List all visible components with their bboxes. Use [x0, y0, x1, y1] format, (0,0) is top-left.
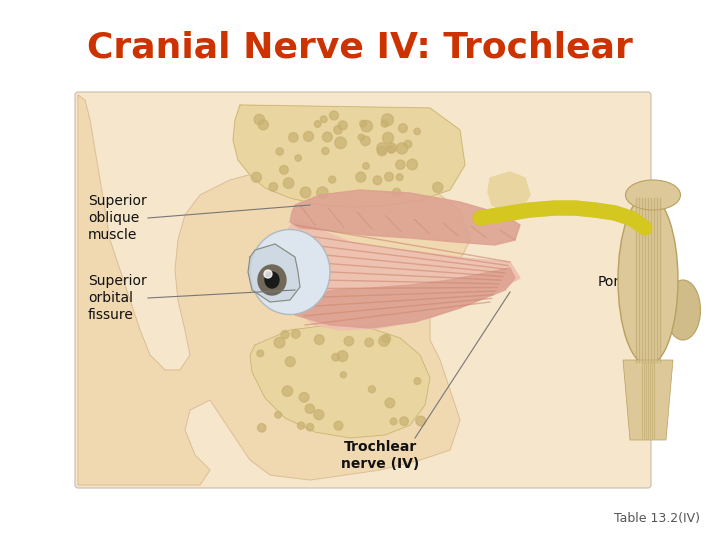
Circle shape	[396, 174, 403, 180]
Circle shape	[275, 411, 282, 418]
Circle shape	[329, 176, 336, 183]
Circle shape	[341, 372, 346, 378]
Circle shape	[407, 159, 418, 170]
Circle shape	[332, 353, 340, 361]
Circle shape	[377, 146, 387, 156]
Circle shape	[373, 176, 382, 185]
Circle shape	[274, 338, 285, 348]
Polygon shape	[233, 105, 465, 207]
Circle shape	[385, 398, 395, 408]
Circle shape	[365, 338, 374, 347]
Circle shape	[264, 270, 272, 278]
Polygon shape	[488, 172, 530, 212]
Circle shape	[276, 148, 284, 155]
Circle shape	[322, 147, 329, 154]
Text: Superior
oblique
muscle: Superior oblique muscle	[88, 194, 147, 242]
Text: Cranial Nerve IV: Trochlear: Cranial Nerve IV: Trochlear	[87, 30, 633, 64]
Polygon shape	[623, 360, 673, 440]
Circle shape	[281, 330, 289, 339]
Circle shape	[337, 351, 348, 361]
Circle shape	[344, 336, 354, 346]
Circle shape	[387, 143, 397, 153]
Circle shape	[382, 132, 394, 144]
Text: Pons: Pons	[598, 275, 630, 289]
Text: Superior
orbital
fissure: Superior orbital fissure	[88, 274, 147, 322]
Circle shape	[305, 404, 315, 414]
Circle shape	[363, 163, 369, 169]
Circle shape	[300, 393, 309, 402]
Circle shape	[279, 165, 288, 174]
Polygon shape	[250, 325, 430, 438]
Circle shape	[315, 120, 321, 127]
Circle shape	[379, 336, 390, 346]
Circle shape	[384, 172, 393, 181]
Ellipse shape	[626, 180, 680, 210]
Circle shape	[414, 128, 420, 134]
Ellipse shape	[618, 195, 678, 365]
Polygon shape	[275, 220, 520, 330]
Circle shape	[317, 187, 328, 198]
Circle shape	[330, 111, 338, 120]
Circle shape	[381, 120, 388, 127]
Circle shape	[282, 386, 292, 396]
Circle shape	[303, 131, 313, 141]
Circle shape	[433, 183, 443, 193]
Circle shape	[369, 386, 375, 393]
Circle shape	[323, 132, 333, 142]
Circle shape	[382, 334, 390, 343]
Polygon shape	[290, 190, 520, 245]
Circle shape	[338, 121, 347, 130]
Circle shape	[400, 417, 408, 426]
Circle shape	[314, 410, 324, 420]
Polygon shape	[248, 244, 300, 302]
Text: Table 13.2(IV): Table 13.2(IV)	[614, 512, 700, 525]
Circle shape	[334, 421, 343, 430]
Circle shape	[387, 145, 395, 153]
Circle shape	[382, 114, 393, 126]
Circle shape	[295, 155, 302, 161]
Circle shape	[251, 172, 261, 183]
Circle shape	[392, 188, 400, 196]
Circle shape	[377, 143, 388, 154]
Ellipse shape	[665, 280, 701, 340]
Circle shape	[414, 377, 420, 384]
Polygon shape	[78, 95, 470, 485]
Text: Trochlear
nerve (IV): Trochlear nerve (IV)	[341, 440, 419, 471]
Circle shape	[285, 357, 295, 367]
Circle shape	[361, 136, 370, 146]
Circle shape	[258, 120, 269, 130]
Polygon shape	[288, 268, 515, 328]
Circle shape	[315, 335, 324, 345]
Circle shape	[356, 172, 366, 182]
Circle shape	[360, 120, 366, 127]
Circle shape	[361, 120, 372, 132]
Circle shape	[289, 133, 298, 142]
Ellipse shape	[250, 230, 330, 314]
Circle shape	[297, 422, 305, 429]
Circle shape	[334, 126, 342, 134]
Ellipse shape	[265, 272, 279, 288]
Circle shape	[292, 329, 300, 338]
Circle shape	[358, 134, 364, 140]
Circle shape	[300, 187, 311, 198]
Circle shape	[335, 137, 346, 148]
FancyBboxPatch shape	[75, 92, 651, 488]
Circle shape	[396, 160, 405, 170]
Circle shape	[320, 116, 327, 123]
Circle shape	[397, 143, 408, 154]
Circle shape	[416, 416, 426, 426]
Circle shape	[257, 350, 264, 357]
Circle shape	[306, 423, 314, 431]
Circle shape	[269, 183, 278, 191]
Circle shape	[404, 140, 412, 148]
Circle shape	[254, 114, 264, 125]
Ellipse shape	[258, 265, 286, 295]
Circle shape	[398, 124, 408, 132]
Circle shape	[283, 178, 294, 188]
Circle shape	[390, 418, 397, 425]
Circle shape	[258, 423, 266, 432]
